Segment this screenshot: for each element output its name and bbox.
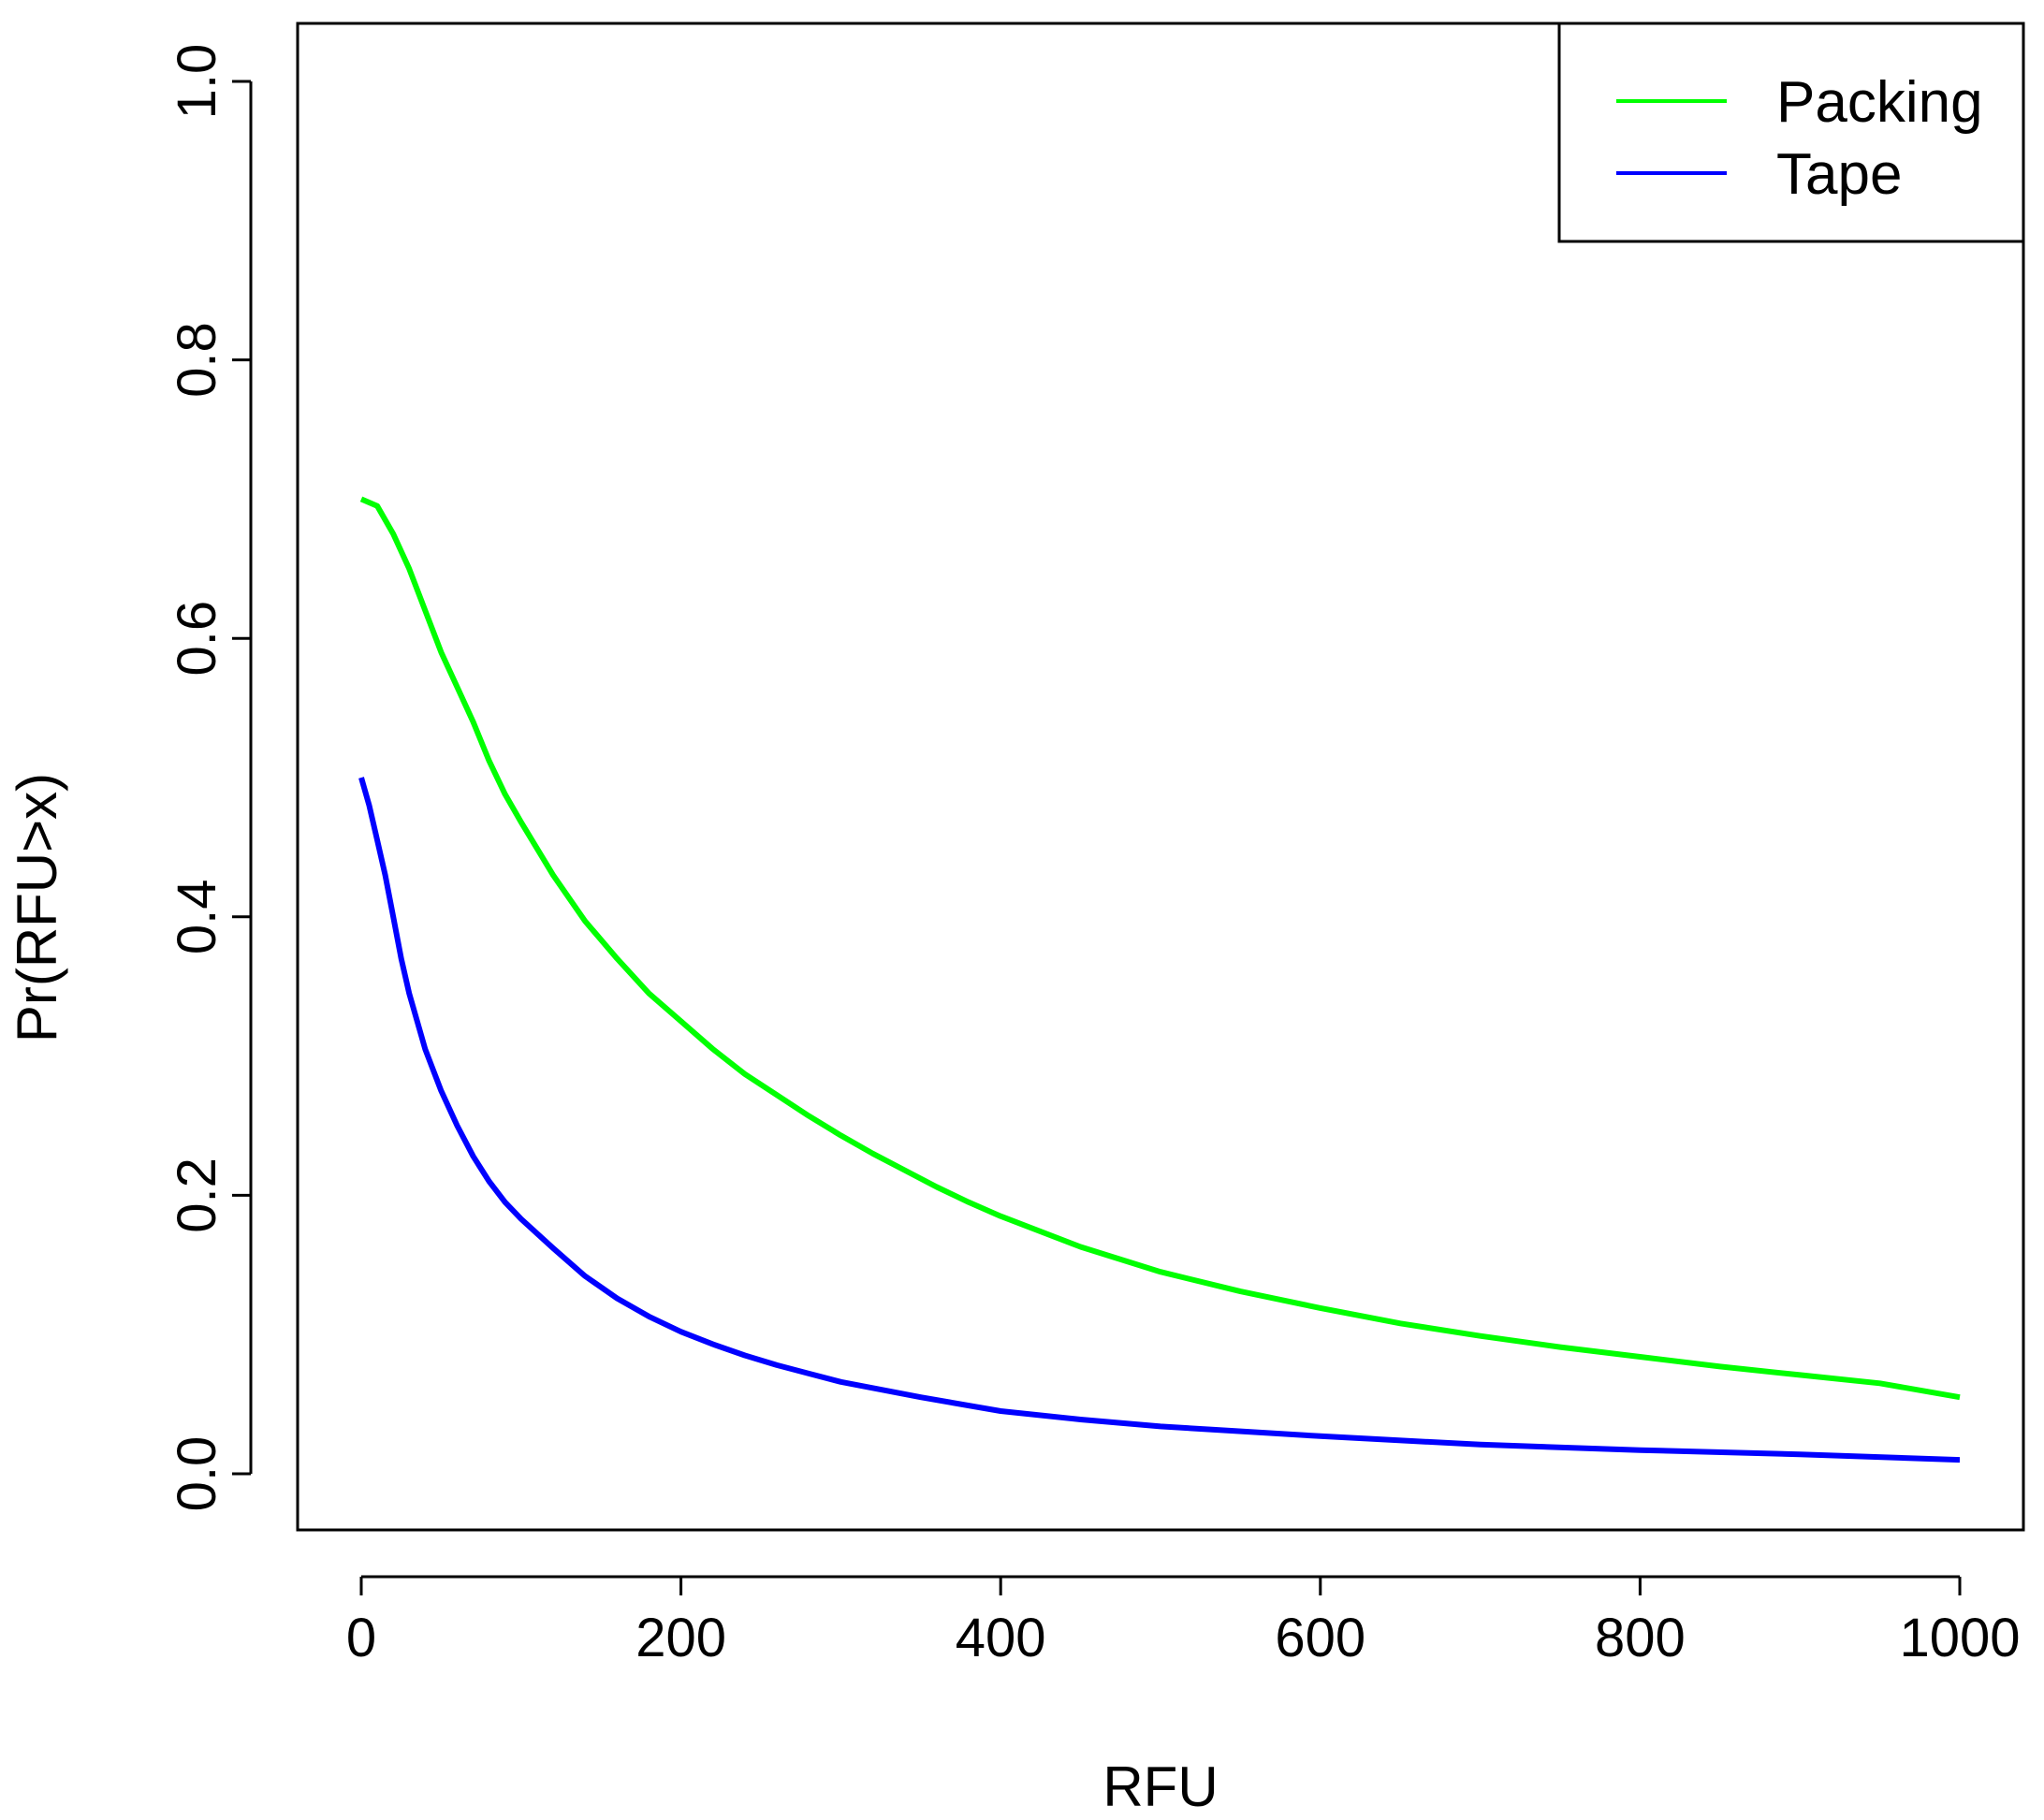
plot-frame (296, 22, 2025, 1532)
y-axis: 0.0 0.2 0.4 0.6 0.8 1.0 (167, 44, 253, 1512)
x-axis: 0 200 400 600 800 1000 (346, 1575, 2021, 1668)
x-tick-label: 600 (1275, 1608, 1365, 1668)
series-layer (358, 496, 1961, 1463)
legend-box (1557, 22, 2025, 243)
x-tick-label: 0 (346, 1608, 376, 1668)
x-tick-label: 800 (1595, 1608, 1686, 1668)
y-tick-label: 0.4 (167, 879, 227, 954)
y-tick-label: 0.6 (167, 601, 227, 677)
y-tick-label: 1.0 (167, 44, 227, 120)
y-axis-title: Pr(RFU>x) (6, 773, 68, 1042)
x-tick-label: 400 (956, 1608, 1046, 1668)
y-tick-label: 0.2 (167, 1158, 227, 1233)
legend: Packing Tape (1557, 22, 2025, 243)
y-tick-label: 0.0 (167, 1436, 227, 1512)
x-axis-title: RFU (1102, 1755, 1218, 1818)
series-line-packing (359, 496, 1961, 1401)
legend-label: Tape (1776, 142, 1902, 207)
x-tick-label: 200 (635, 1608, 726, 1668)
x-tick-label: 1000 (1899, 1608, 2020, 1668)
y-tick-label: 0.8 (167, 322, 227, 398)
series-line-tape (358, 777, 1961, 1463)
legend-label: Packing (1776, 70, 1983, 135)
